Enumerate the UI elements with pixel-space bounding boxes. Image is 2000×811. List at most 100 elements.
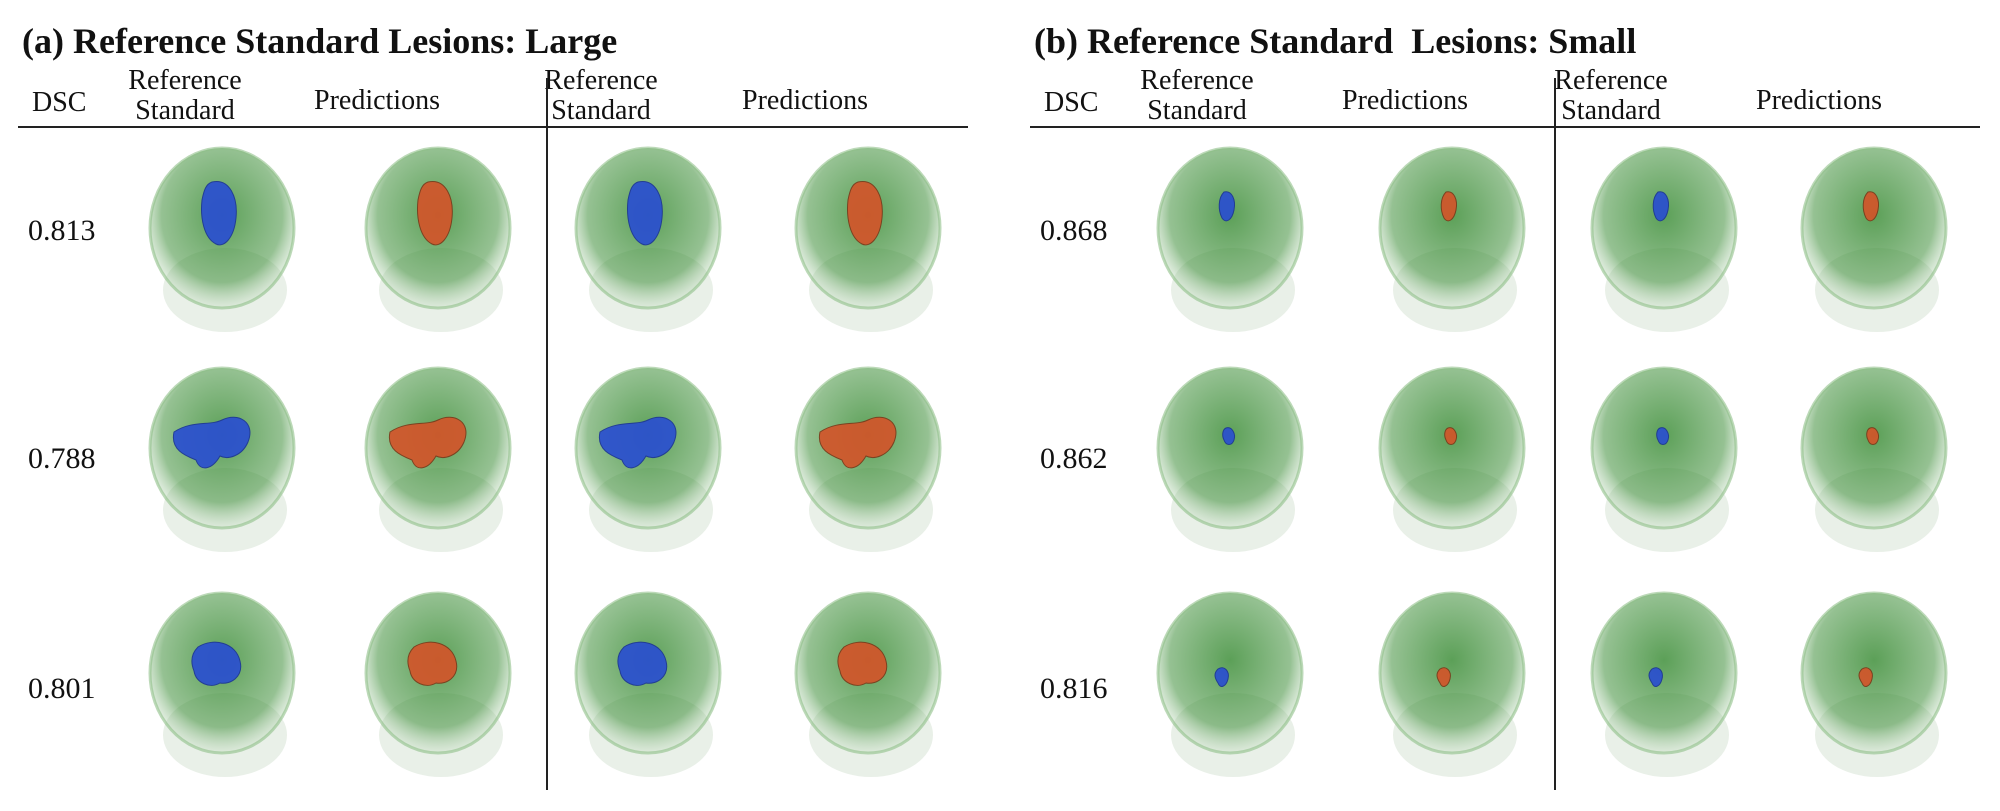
- brain-svg: [1800, 591, 1948, 777]
- column-divider: [1554, 78, 1556, 790]
- brain-render-prediction: [1792, 140, 1962, 340]
- brain-svg: [148, 146, 296, 332]
- skull-outline-shape: [1800, 591, 1948, 755]
- header-line: Reference: [1554, 65, 1668, 96]
- header-line: Reference: [1140, 65, 1254, 96]
- brain-render-prediction: [786, 585, 956, 785]
- brain-render-reference: [566, 585, 736, 785]
- brain-svg: [574, 366, 722, 552]
- panel-a: (a) Reference Standard Lesions: Large DS…: [18, 0, 998, 811]
- skull-outline-shape: [1590, 146, 1738, 310]
- brain-svg: [794, 591, 942, 777]
- brain-svg: [794, 146, 942, 332]
- dsc-value: 0.862: [1040, 442, 1108, 475]
- skull-outline-shape: [1156, 591, 1304, 755]
- predictions-header: Predictions: [1342, 85, 1468, 116]
- reference-standard-header: Reference Standard: [1536, 66, 1686, 126]
- predicted-lesion-shape: [1858, 667, 1873, 687]
- brain-render-prediction: [1792, 585, 1962, 785]
- skull-outline-shape: [574, 146, 722, 310]
- brain-svg: [148, 366, 296, 552]
- skull-outline-shape: [574, 366, 722, 530]
- brain-volume-shape: [1380, 368, 1524, 528]
- dsc-value: 0.801: [28, 672, 96, 705]
- brain-render-reference: [566, 140, 736, 340]
- brain-svg: [1156, 146, 1304, 332]
- brain-svg: [1590, 366, 1738, 552]
- reference-lesion-shape: [1648, 667, 1663, 687]
- predicted-lesion-shape: [407, 641, 458, 686]
- reference-lesion-shape: [1218, 191, 1235, 222]
- brain-svg: [574, 146, 722, 332]
- panel-title: (b) Reference Standard Lesions: Small: [1034, 21, 1637, 61]
- brain-render-prediction: [786, 140, 956, 340]
- predicted-lesion-shape: [1866, 427, 1879, 445]
- skull-outline-shape: [794, 591, 942, 755]
- brain-svg: [1800, 366, 1948, 552]
- skull-outline-shape: [148, 591, 296, 755]
- dsc-header: DSC: [1044, 87, 1099, 118]
- brain-svg: [1378, 146, 1526, 332]
- brain-svg: [364, 591, 512, 777]
- header-rule: [1030, 126, 1980, 128]
- skull-outline-shape: [1378, 591, 1526, 755]
- predicted-lesion-shape: [1862, 191, 1879, 222]
- brain-render-prediction: [356, 360, 526, 560]
- skull-outline-shape: [1590, 591, 1738, 755]
- predictions-header: Predictions: [1756, 85, 1882, 116]
- brain-volume-shape: [1592, 368, 1736, 528]
- brain-render-reference: [140, 360, 310, 560]
- header-line: Standard: [135, 95, 235, 126]
- brain-render-reference: [1582, 360, 1752, 560]
- brain-render-reference: [566, 360, 736, 560]
- skull-outline-shape: [794, 146, 942, 310]
- brain-render-prediction: [786, 360, 956, 560]
- dsc-value: 0.816: [1040, 672, 1108, 705]
- brain-render-reference: [1148, 360, 1318, 560]
- dsc-value: 0.813: [28, 214, 96, 247]
- predictions-header: Predictions: [742, 85, 868, 116]
- reference-lesion-shape: [598, 416, 677, 469]
- column-divider: [546, 78, 548, 790]
- brain-svg: [364, 366, 512, 552]
- brain-render-reference: [1582, 585, 1752, 785]
- brain-volume-shape: [1380, 148, 1524, 308]
- predicted-lesion-shape: [818, 416, 897, 469]
- dsc-value: 0.788: [28, 442, 96, 475]
- brain-volume-shape: [1802, 593, 1946, 753]
- brain-render-reference: [1582, 140, 1752, 340]
- reference-standard-header: Reference Standard: [1122, 66, 1272, 126]
- header-line: Standard: [1561, 95, 1661, 126]
- brain-svg: [148, 591, 296, 777]
- skull-outline-shape: [364, 591, 512, 755]
- header-line: Reference: [128, 65, 242, 96]
- brain-svg: [1590, 146, 1738, 332]
- brain-render-prediction: [356, 140, 526, 340]
- reference-lesion-shape: [1652, 191, 1669, 222]
- reference-lesion-shape: [172, 416, 251, 469]
- skull-outline-shape: [1800, 366, 1948, 530]
- brain-volume-shape: [1592, 148, 1736, 308]
- reference-lesion-shape: [1222, 427, 1235, 445]
- panel-b: (b) Reference Standard Lesions: Small DS…: [1030, 0, 2000, 811]
- reference-lesion-shape: [1656, 427, 1669, 445]
- skull-outline-shape: [1378, 146, 1526, 310]
- brain-svg: [1156, 591, 1304, 777]
- brain-volume-shape: [1802, 368, 1946, 528]
- reference-lesion-shape: [1214, 667, 1229, 687]
- skull-outline-shape: [1156, 146, 1304, 310]
- brain-render-prediction: [1792, 360, 1962, 560]
- brain-svg: [794, 366, 942, 552]
- predicted-lesion-shape: [837, 641, 888, 686]
- brain-render-reference: [140, 140, 310, 340]
- brain-svg: [1156, 366, 1304, 552]
- header-line: Standard: [551, 95, 651, 126]
- reference-lesion-shape: [191, 641, 242, 686]
- reference-lesion-shape: [627, 181, 663, 246]
- dsc-value: 0.868: [1040, 214, 1108, 247]
- brain-render-prediction: [356, 585, 526, 785]
- dsc-header: DSC: [32, 87, 87, 118]
- skull-outline-shape: [364, 366, 512, 530]
- brain-render-reference: [1148, 140, 1318, 340]
- brain-render-prediction: [1370, 585, 1540, 785]
